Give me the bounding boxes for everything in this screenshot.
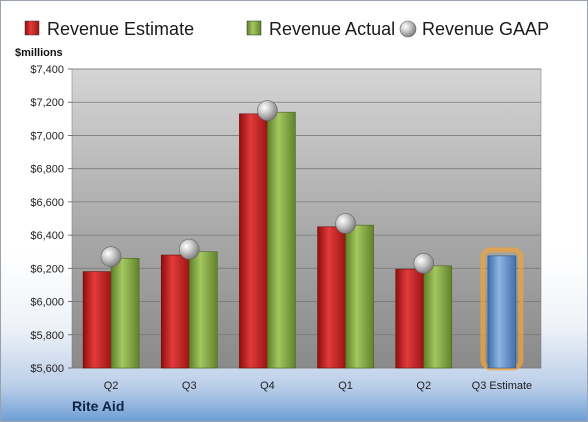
legend-swatch [246, 20, 262, 36]
bar-revenue-actual [110, 258, 140, 369]
grid-lines [72, 68, 541, 369]
company-name: Rite Aid [72, 398, 125, 414]
bubbles [100, 100, 435, 274]
bar-revenue-estimate [82, 271, 112, 369]
bar-revenue-estimate [160, 254, 190, 369]
y-tick-label: $7,000 [30, 130, 64, 142]
bar-revenue-estimate [395, 268, 425, 369]
legend: Revenue Estimate Revenue Actual Revenue GA… [24, 19, 549, 39]
y-axis-ticks: $5,600 $5,800 $6,000 $6,200 $6,400 $6,600 $6,8… [30, 64, 72, 375]
bar-q3-estimate [487, 255, 517, 369]
bubble-revenue-gaap [100, 246, 122, 268]
y-axis-unit: $millions [15, 47, 63, 59]
bubble-revenue-gaap [335, 213, 356, 234]
bubble-revenue-gaap [178, 238, 200, 260]
x-tick-label: Q3 [182, 380, 197, 392]
x-tick-label: Q2 [104, 380, 119, 392]
y-tick-label: $6,800 [30, 164, 64, 176]
x-tick-label: Q1 [338, 380, 353, 392]
bubble-revenue-gaap [413, 253, 435, 274]
bar-revenue-actual [345, 224, 374, 369]
bar-revenue-actual [423, 265, 453, 369]
y-tick-label: $6,400 [30, 230, 64, 242]
x-tick-label: Q2 [416, 380, 431, 392]
bar-revenue-estimate [239, 113, 268, 369]
legend-swatch [24, 20, 40, 36]
plot-area [71, 68, 542, 369]
bar-revenue-estimate [317, 226, 346, 369]
bubble-revenue-gaap [257, 100, 278, 121]
y-tick-label: $7,200 [30, 97, 64, 109]
bar-revenue-actual [188, 251, 218, 369]
y-tick-label: $7,400 [30, 64, 64, 76]
y-tick-label: $6,600 [30, 197, 64, 209]
y-tick-label: $5,600 [30, 363, 64, 375]
bar-revenue-actual [267, 111, 296, 369]
x-tick-label: Q3 Estimate [472, 380, 533, 392]
y-tick-label: $6,000 [30, 297, 64, 309]
bars [82, 111, 524, 371]
legend-label: Revenue Actual [269, 19, 395, 39]
x-tick-label: Q4 [260, 380, 275, 392]
y-tick-label: $5,800 [30, 330, 64, 342]
x-axis-ticks: Q2 Q3 Q4 Q1 Q2 Q3 Estimate [104, 380, 532, 392]
legend-swatch-gaap [399, 20, 417, 38]
legend-label: Revenue Estimate [47, 19, 194, 39]
legend-label: Revenue GAAP [422, 19, 549, 39]
y-tick-label: $6,200 [30, 263, 64, 275]
